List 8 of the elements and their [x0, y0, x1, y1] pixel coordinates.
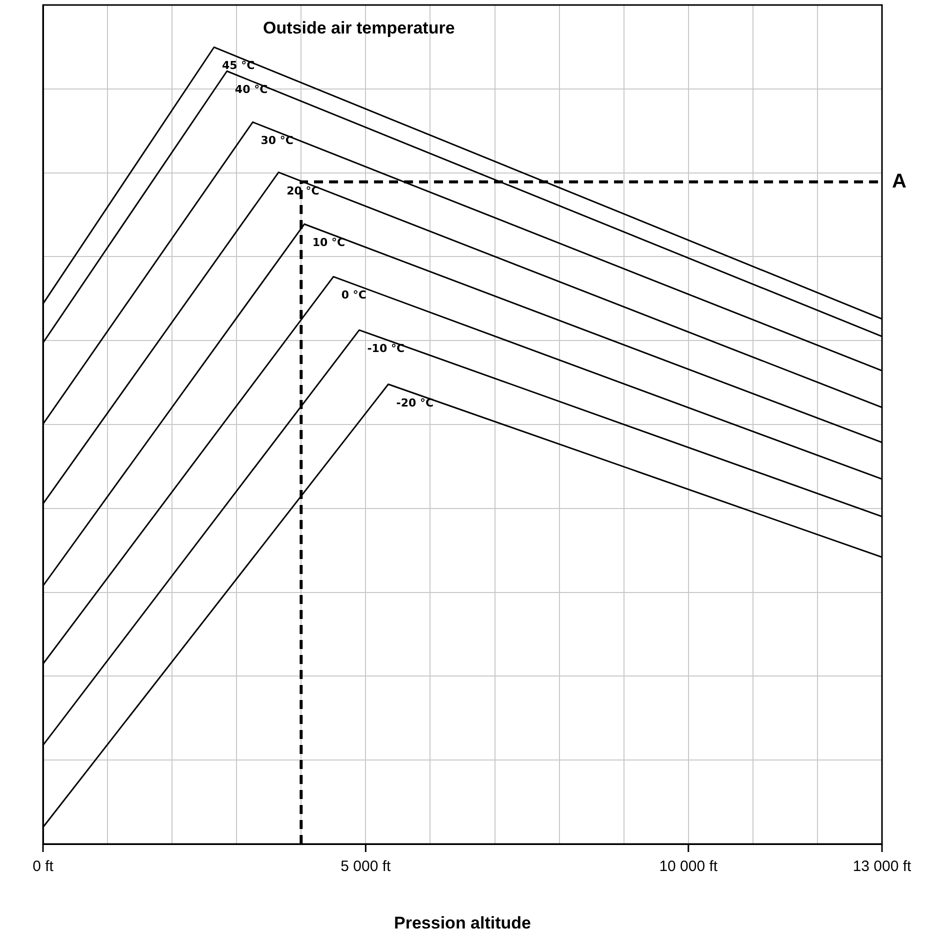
- x-tick-label: 0 ft: [32, 858, 54, 876]
- x-tick-label: 13 000 ft: [852, 858, 912, 876]
- x-tick-label: 5 000 ft: [340, 858, 392, 876]
- x-tick-label: 10 000 ft: [659, 858, 718, 876]
- text: A: [892, 170, 906, 192]
- series-label: 0 °C: [341, 288, 366, 302]
- chart-title: Outside air temperature: [263, 18, 455, 38]
- x-axis-title: Pression altitude: [394, 913, 531, 932]
